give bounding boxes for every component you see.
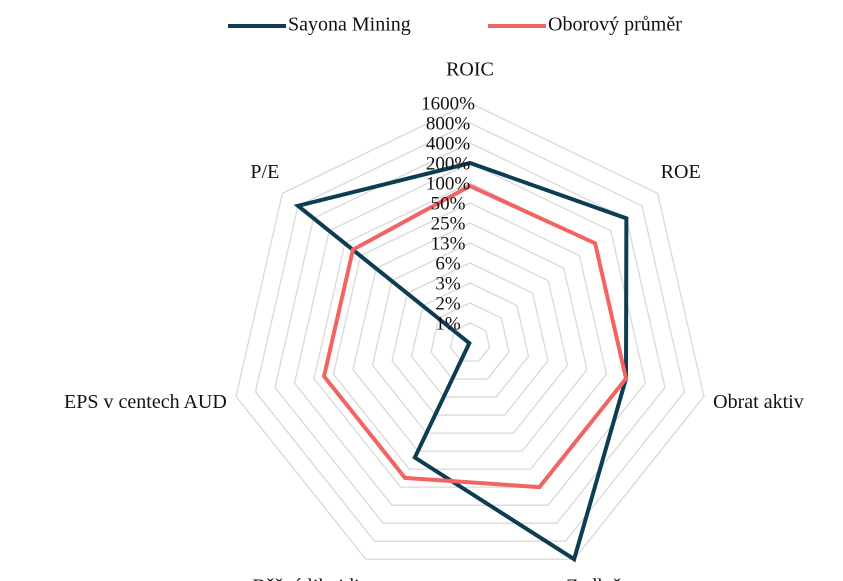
tick-label: 100% xyxy=(426,173,471,194)
grid-ring xyxy=(332,202,608,470)
grid-ring xyxy=(449,322,491,362)
tick-label: 6% xyxy=(435,253,461,274)
series-line xyxy=(293,160,629,563)
tick-label: 2% xyxy=(435,293,461,314)
legend-label: Oborový průměr xyxy=(548,14,682,36)
tick-label: 200% xyxy=(426,153,471,174)
category-label: Zadluženost xyxy=(566,576,664,581)
tick-label: 1600% xyxy=(421,93,475,114)
tick-label: 25% xyxy=(431,213,466,234)
category-label: ROIC xyxy=(446,59,494,81)
category-label: ROE xyxy=(661,161,701,183)
grid-ring xyxy=(410,282,530,398)
tick-label: 50% xyxy=(431,193,466,214)
category-label: Běžná likvidita xyxy=(252,576,374,581)
tick-label: 13% xyxy=(431,233,466,254)
tick-label: 1% xyxy=(435,313,461,334)
grid-ring xyxy=(391,262,549,416)
grid-ring xyxy=(352,222,588,452)
grid-ring xyxy=(430,302,510,380)
grid-ring xyxy=(235,102,705,560)
grid-ring xyxy=(371,242,569,434)
category-label: Obrat aktiv xyxy=(713,391,804,413)
tick-label: 3% xyxy=(435,273,461,294)
grid-ring xyxy=(274,142,666,524)
series-line xyxy=(321,183,629,490)
category-label: EPS v centech AUD xyxy=(64,391,227,413)
tick-label: 800% xyxy=(426,113,471,134)
tick-label: 400% xyxy=(426,133,471,154)
legend-label: Sayona Mining xyxy=(288,14,411,36)
grid-ring xyxy=(293,162,647,506)
category-label: P/E xyxy=(250,161,279,183)
grid-ring xyxy=(254,122,686,542)
